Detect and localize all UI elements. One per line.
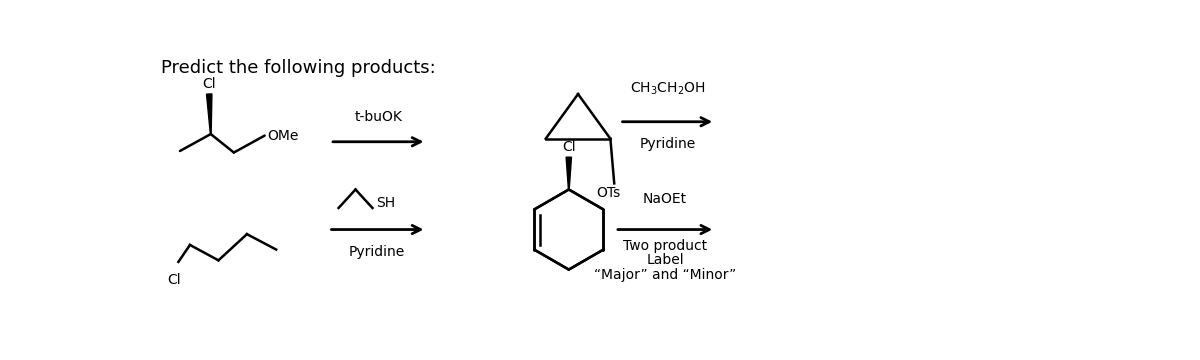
- Text: SH: SH: [377, 196, 396, 210]
- Text: Cl: Cl: [203, 77, 216, 91]
- Text: Predict the following products:: Predict the following products:: [161, 59, 436, 77]
- Text: Cl: Cl: [562, 140, 576, 154]
- Text: Pyridine: Pyridine: [349, 245, 406, 259]
- Text: Two product: Two product: [623, 239, 707, 253]
- Text: Label: Label: [647, 253, 684, 267]
- Text: “Major” and “Minor”: “Major” and “Minor”: [594, 268, 736, 282]
- Text: OTs: OTs: [596, 186, 620, 201]
- Text: Cl: Cl: [168, 273, 181, 287]
- Text: NaOEt: NaOEt: [643, 193, 688, 206]
- Text: CH$_3$CH$_2$OH: CH$_3$CH$_2$OH: [630, 81, 706, 97]
- Text: t-buOK: t-buOK: [355, 110, 402, 124]
- Text: OMe: OMe: [268, 129, 299, 143]
- Polygon shape: [206, 94, 212, 134]
- Polygon shape: [566, 157, 571, 189]
- Text: Pyridine: Pyridine: [640, 137, 696, 151]
